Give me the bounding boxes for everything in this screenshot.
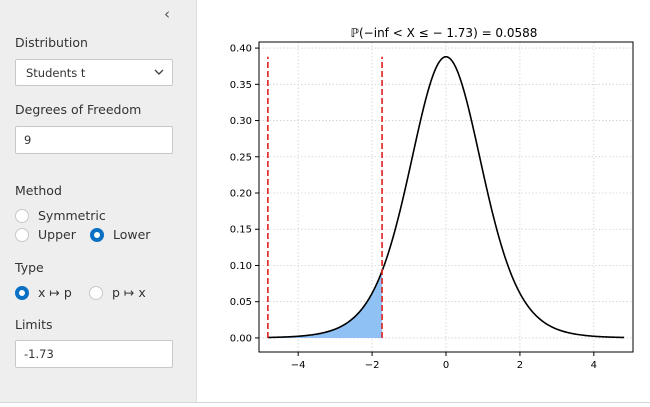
radio-circle-selected <box>90 228 104 242</box>
limit-lines <box>267 56 383 338</box>
method-upper-label: Upper <box>38 227 76 242</box>
radio-circle <box>15 209 29 223</box>
sidebar: ‹ Distribution Students t Degrees of Fre… <box>0 0 197 402</box>
chart-title: ℙ(−inf < X ≤ − 1.73) = 0.0588 <box>351 26 538 40</box>
distribution-select[interactable]: Students t <box>15 59 173 86</box>
distribution-label: Distribution <box>15 35 88 50</box>
x-axis-ticks: −4 −2 0 2 4 <box>291 352 597 371</box>
x-tick-label: 2 <box>517 360 523 371</box>
density-curve <box>267 55 625 339</box>
radio-circle <box>15 228 29 242</box>
y-tick-label: 0.10 <box>230 261 252 272</box>
radio-circle <box>89 286 103 300</box>
y-tick-label: 0.30 <box>230 116 252 127</box>
y-axis-ticks: 0.00 0.05 0.10 0.15 0.20 0.25 0.30 0.35 0.40 <box>230 44 259 344</box>
collapse-sidebar-icon[interactable]: ‹ <box>164 5 170 23</box>
x-tick-label: 0 <box>443 360 449 371</box>
radio-circle-selected <box>15 286 29 300</box>
limits-label: Limits <box>15 317 53 332</box>
x-tick-label: −4 <box>291 360 306 371</box>
y-tick-label: 0.15 <box>230 225 252 236</box>
distribution-value: Students t <box>26 66 86 80</box>
method-symmetric-label: Symmetric <box>38 208 106 223</box>
y-tick-label: 0.05 <box>230 297 252 308</box>
degrees-of-freedom-label: Degrees of Freedom <box>15 102 142 117</box>
type-x-to-p-label: x ↦ p <box>38 285 72 300</box>
type-label: Type <box>15 260 44 275</box>
x-tick-label: −2 <box>365 360 380 371</box>
method-lower-label: Lower <box>113 227 151 242</box>
limits-input[interactable] <box>15 340 173 368</box>
chevron-down-icon <box>154 69 164 75</box>
grid-lines <box>259 42 633 352</box>
y-tick-label: 0.35 <box>230 80 252 91</box>
x-tick-label: 4 <box>591 360 597 371</box>
y-tick-label: 0.25 <box>230 152 252 163</box>
y-tick-label: 0.00 <box>230 333 252 344</box>
y-tick-label: 0.40 <box>230 44 252 55</box>
degrees-of-freedom-input[interactable] <box>15 126 173 154</box>
bottom-divider <box>0 402 650 403</box>
y-tick-label: 0.20 <box>230 189 252 200</box>
type-p-to-x-label: p ↦ x <box>112 285 146 300</box>
method-label: Method <box>15 183 62 198</box>
shaded-region <box>267 271 383 338</box>
